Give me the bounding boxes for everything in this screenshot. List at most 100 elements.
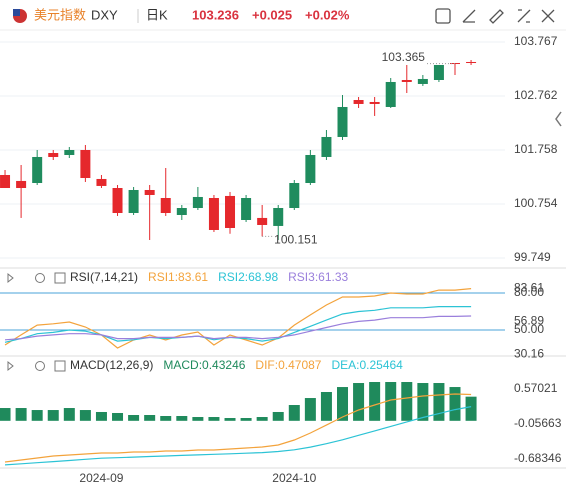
- panel-icons: [7, 272, 66, 372]
- macd-bar: [449, 387, 461, 421]
- macd-line: [4, 393, 472, 463]
- candle-body: [96, 178, 107, 186]
- candle-body: [401, 79, 412, 82]
- tool-icon[interactable]: [489, 9, 504, 24]
- y-tick-label: 101.758: [514, 142, 558, 156]
- candle-body: [257, 217, 268, 225]
- candle-body: [0, 174, 11, 189]
- macd-bar: [0, 408, 11, 421]
- y-tick-label: 56.89: [514, 314, 544, 328]
- candle-body: [208, 198, 219, 230]
- macd-bar: [128, 415, 140, 421]
- macd-bar: [192, 417, 204, 421]
- macd-bar: [417, 383, 429, 421]
- y-tick-label: -0.68346: [514, 451, 562, 465]
- macd-bar: [112, 412, 124, 421]
- candle-body: [273, 208, 284, 226]
- settings-icon[interactable]: [35, 273, 45, 283]
- candle-body: [337, 106, 348, 137]
- level-label: 80.00: [514, 285, 544, 299]
- macd-bar: [47, 410, 59, 421]
- macd-bar: [224, 418, 236, 421]
- macd-bar: [160, 416, 172, 421]
- period[interactable]: 日K: [146, 7, 168, 22]
- rsi-line: [4, 315, 472, 341]
- candle-body: [353, 99, 364, 104]
- candle-body: [64, 149, 75, 155]
- macd-bar: [31, 410, 43, 421]
- symbol: DXY: [91, 7, 118, 22]
- candle-body: [417, 78, 428, 84]
- candle-body: [128, 189, 139, 214]
- x-tick-label: 2024-10: [272, 471, 316, 485]
- candle-body: [369, 101, 380, 104]
- macd-bar: [256, 417, 268, 421]
- y-tick-label: -0.05663: [514, 416, 562, 430]
- y-tick-label: 30.16: [514, 347, 544, 361]
- macd-bar: [304, 398, 316, 421]
- macd-bar: [63, 408, 75, 421]
- y-tick-label: 102.762: [514, 88, 558, 102]
- collapse-arrow[interactable]: [555, 111, 562, 127]
- macd-bar: [208, 417, 220, 421]
- change-pct: +0.02%: [305, 7, 350, 22]
- macd-bar: [401, 382, 413, 421]
- candle-body: [16, 180, 27, 189]
- candle-body: [144, 189, 155, 195]
- x-tick-label: 2024-09: [79, 471, 123, 485]
- indicator-title: RSI(7,14,21): [70, 270, 138, 284]
- y-tick-label: 100.754: [514, 196, 558, 210]
- macd-bar: [369, 382, 381, 421]
- instrument-name: 美元指数: [34, 7, 86, 22]
- macd-bar: [95, 411, 107, 421]
- eye-icon[interactable]: [7, 360, 14, 372]
- toolbar: [435, 8, 555, 24]
- macd-bar: [353, 383, 365, 421]
- y-tick-label: 83.61: [514, 281, 544, 295]
- macd-bar: [465, 396, 477, 421]
- y-tick-label: 103.767: [514, 34, 558, 48]
- candle-body: [241, 198, 252, 220]
- indicator-title: MACD(12,26,9): [70, 358, 153, 372]
- candle-body: [160, 198, 171, 214]
- macd-bar: [320, 392, 332, 421]
- candle-body: [305, 154, 316, 184]
- legend-entry: DEA:0.25464: [331, 358, 403, 372]
- candle-body: [433, 64, 444, 80]
- annotation: 100.151: [274, 233, 318, 247]
- tool-icon[interactable]: [462, 9, 476, 23]
- legend-entry: MACD:0.43246: [163, 358, 245, 372]
- eye-icon[interactable]: [7, 272, 14, 284]
- macd-bar: [144, 415, 156, 421]
- settings-icon[interactable]: [35, 361, 45, 371]
- tool-icon[interactable]: [517, 9, 531, 23]
- candle-body: [385, 81, 396, 107]
- macd-bar: [240, 418, 252, 421]
- macd-bar: [272, 411, 284, 421]
- macd-bar: [433, 383, 445, 421]
- expand-icon[interactable]: [54, 272, 66, 284]
- candle-body: [225, 195, 236, 229]
- candle-body: [48, 153, 59, 157]
- candle-body: [176, 208, 187, 215]
- candle-body: [466, 61, 477, 64]
- macd-line: [4, 406, 472, 466]
- expand-icon[interactable]: [54, 360, 66, 372]
- tool-icon[interactable]: [541, 9, 555, 23]
- candle-body: [112, 188, 123, 214]
- macd-bar: [385, 382, 397, 421]
- candle-body: [80, 149, 91, 179]
- tool-icon[interactable]: [435, 8, 451, 24]
- y-tick-label: 99.749: [514, 250, 551, 264]
- flag: [13, 9, 27, 23]
- candle-body: [321, 136, 332, 157]
- legend-entry: DIF:0.47087: [255, 358, 321, 372]
- change: +0.025: [252, 7, 292, 22]
- price: 103.236: [192, 7, 239, 22]
- macd-bar: [79, 410, 91, 421]
- level-label: 50.00: [514, 322, 544, 336]
- legend-entry: RSI2:68.98: [218, 270, 278, 284]
- annotation: 103.365: [382, 50, 426, 64]
- legend-entry: RSI3:61.33: [288, 270, 348, 284]
